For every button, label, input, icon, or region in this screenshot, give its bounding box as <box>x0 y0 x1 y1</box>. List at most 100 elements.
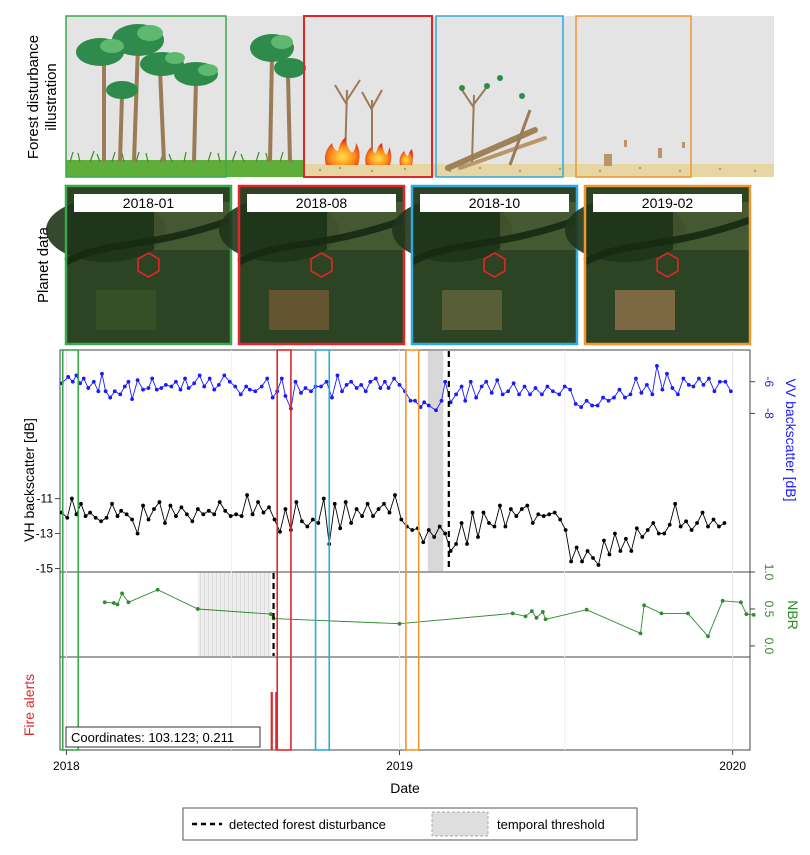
vh-point <box>184 512 189 517</box>
legend: detected forest disturbance temporal thr… <box>182 807 638 841</box>
nbr-point <box>120 591 124 596</box>
vv-point <box>70 379 75 384</box>
vh-point <box>476 535 480 539</box>
vh-point <box>536 512 541 517</box>
vh-point <box>393 493 397 497</box>
vh-point <box>700 510 705 515</box>
coordinates-box <box>65 726 261 748</box>
vv-point <box>644 382 649 387</box>
nbr-point <box>534 615 539 620</box>
vh-point <box>157 500 162 504</box>
vh-point <box>74 512 79 517</box>
vv-point <box>126 379 131 384</box>
vh-point <box>93 515 98 520</box>
vh-tick-label: -11 <box>37 492 54 506</box>
vv-point <box>463 398 468 403</box>
vh-point <box>552 510 557 515</box>
vv-point <box>397 382 402 387</box>
vv-point <box>108 395 113 400</box>
vv-point <box>216 382 221 387</box>
vv-point <box>293 379 298 384</box>
vv-point <box>244 384 249 389</box>
vh-point <box>706 524 710 529</box>
vv-point <box>386 386 391 390</box>
vh-point <box>124 512 129 517</box>
vh-point <box>223 508 228 513</box>
nbr-series-line <box>104 589 754 638</box>
nbr-point <box>268 612 273 617</box>
vh-point <box>667 522 672 527</box>
vv-point <box>330 395 334 400</box>
vh-point <box>115 514 120 518</box>
vv-point <box>130 397 135 402</box>
vv-point <box>545 384 550 389</box>
vv-point <box>528 392 532 397</box>
planet-panel-frame <box>583 184 752 346</box>
vv-point <box>91 379 96 384</box>
vh-point <box>618 549 623 553</box>
vh-point <box>426 528 431 532</box>
vh-point <box>547 512 552 517</box>
vh-point <box>437 524 442 529</box>
vv-point <box>601 395 605 400</box>
planet-panel-frame <box>64 184 233 346</box>
vh-point <box>338 526 343 531</box>
bare-ground-strip <box>304 164 774 177</box>
illustration-row-label-line2: illustration <box>43 63 60 131</box>
date-window-orange <box>405 349 420 751</box>
vh-point <box>623 536 628 541</box>
vv-point <box>197 373 202 378</box>
planet-panel: 2018-10 <box>392 184 579 346</box>
vv-point <box>408 398 413 403</box>
vh-point <box>332 501 337 506</box>
vh-point <box>711 517 716 522</box>
vh-point <box>596 563 601 567</box>
planet-panel: 2019-02 <box>565 184 752 346</box>
vh-point <box>492 524 497 529</box>
vv-point <box>174 379 178 384</box>
planet-date-label: 2019-02 <box>642 195 694 211</box>
vv-point <box>550 389 555 394</box>
vh-point <box>321 496 326 501</box>
vv-point <box>439 398 444 403</box>
vv-point <box>712 389 717 394</box>
vh-point <box>602 538 606 543</box>
image-disturbed-patch <box>269 290 329 330</box>
vh-point <box>454 542 459 546</box>
vv-point <box>238 392 243 397</box>
x-tick-label: 2018 <box>53 759 80 773</box>
vh-point <box>541 514 546 518</box>
legend-threshold-label: temporal threshold <box>497 817 605 832</box>
vh-point <box>481 510 486 515</box>
vv-point <box>279 376 284 381</box>
vh-point <box>656 531 661 536</box>
vh-point <box>245 493 250 497</box>
vv-point <box>118 392 123 397</box>
nbr-point <box>540 610 545 614</box>
vh-point <box>190 519 195 524</box>
vv-point <box>479 384 484 389</box>
nbr-point <box>523 614 528 619</box>
vv-point <box>634 376 638 381</box>
vv-point <box>723 379 728 384</box>
vv-point <box>319 384 323 389</box>
aoi-hexagon-icon <box>310 252 333 278</box>
vv-point <box>150 376 155 381</box>
vv-point <box>378 386 383 390</box>
vh-point <box>135 531 140 536</box>
date-window-red <box>276 349 292 751</box>
vh-point <box>684 519 689 524</box>
vh-point <box>717 524 721 529</box>
vh-point <box>250 512 255 517</box>
image-disturbed-patch <box>442 290 502 330</box>
vv-point <box>122 384 127 389</box>
vv-point <box>78 381 82 386</box>
nbr-point <box>115 602 120 607</box>
nbr-point <box>720 598 725 603</box>
nbr-axis-label: NBR <box>785 600 801 630</box>
vv-point <box>717 379 722 384</box>
nbr-point <box>686 611 690 616</box>
vh-point <box>69 496 74 501</box>
vh-point <box>163 521 167 525</box>
illustration-frame-blue <box>435 15 564 178</box>
